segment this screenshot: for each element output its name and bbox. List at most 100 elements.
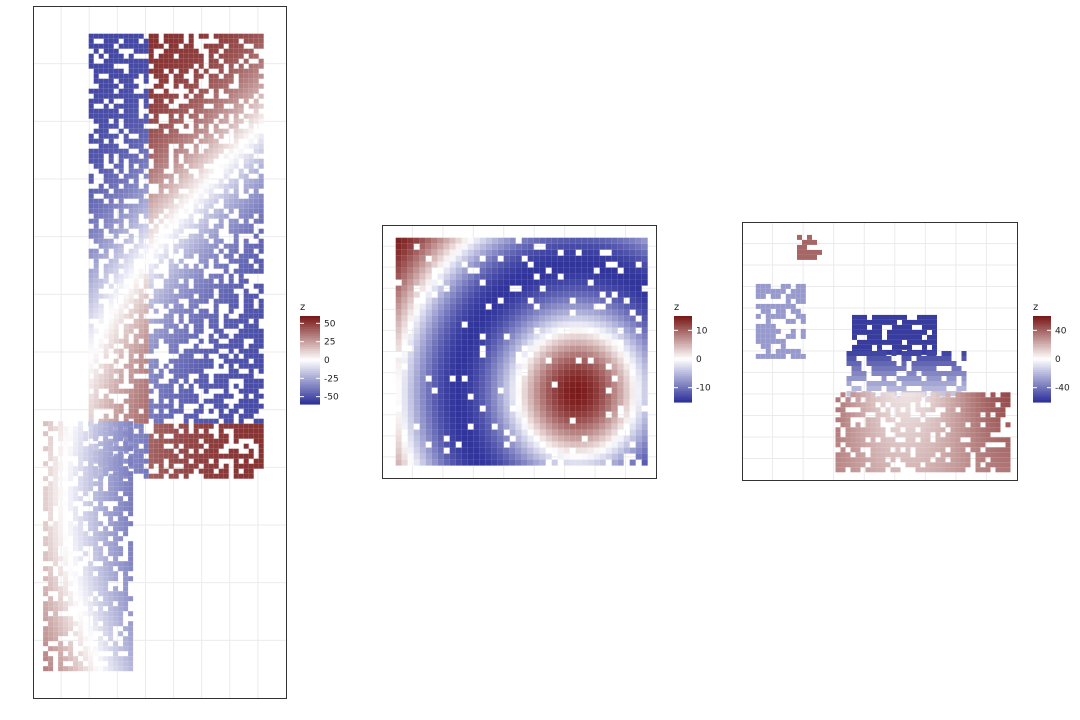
heat-tile [401,333,408,340]
legend-colorbar-segment [674,386,692,390]
heat-tile [413,411,420,418]
heat-tile [243,113,249,119]
heat-tile [581,417,588,424]
heat-tile [233,338,239,344]
heat-tile [840,462,846,468]
heat-tile [641,339,648,346]
heat-tile [128,63,134,69]
heat-tile [557,453,564,460]
heat-tile [539,351,546,358]
heat-tile [850,467,856,473]
heat-tile [238,83,244,89]
heat-tile [497,459,504,466]
heat-tile [198,248,204,254]
heat-tile [533,447,540,454]
heat-tile [575,237,582,244]
heat-tile [575,285,582,292]
heat-tile [461,333,468,340]
heat-tile [852,314,857,320]
heat-tile [533,261,540,268]
heat-tile [218,83,224,89]
heat-tile [43,491,49,497]
heat-tile [449,429,456,436]
heat-tile [870,432,876,438]
heat-tile [587,255,594,262]
heat-tile [401,291,408,298]
heat-tile [88,656,94,662]
heat-tile [455,261,462,268]
heat-tile [208,143,214,149]
heat-tile [449,291,456,298]
heat-tile [128,118,134,124]
heat-tile [575,243,582,250]
heat-tile [880,457,886,463]
heat-tile [539,315,546,322]
heat-tile [629,303,636,310]
heat-tile [88,541,94,547]
heat-tile [551,351,558,358]
heat-tile [905,427,911,433]
heat-tile [521,453,528,460]
heat-tile [128,128,134,134]
heat-tile [461,351,468,358]
heat-tile [485,453,492,460]
heat-tile [617,357,624,364]
heat-tile [58,526,64,532]
heat-tile [118,148,124,154]
heat-tile [755,293,761,299]
heat-tile [128,153,134,159]
heat-tile [108,113,114,119]
heat-tile [128,73,134,79]
heat-tile [248,228,254,234]
heat-tile [248,113,254,119]
heat-tile [258,268,264,274]
legend-colorbar-segment [300,335,320,339]
heat-tile [88,63,94,69]
heat-tile [213,228,219,234]
heat-tile [569,327,576,334]
heat-tile [133,433,139,439]
heat-tile [443,429,450,436]
heat-tile [108,363,114,369]
heat-tile [941,351,947,356]
heat-tile [533,453,540,460]
heat-tile [437,309,444,316]
heat-tile [623,417,630,424]
heat-tile [133,418,139,424]
heat-tile [921,366,927,371]
heat-tile [238,108,244,114]
heat-tile [118,153,124,159]
heat-tile [533,321,540,328]
heat-tile [198,288,204,294]
heat-tile [168,423,174,429]
heat-tile [173,228,179,234]
heat-tile [641,261,648,268]
heat-tile [93,451,99,457]
heat-tile [133,408,139,414]
heat-tile [213,323,219,329]
heat-tile [83,651,89,657]
heat-tile [233,178,239,184]
heat-tile [551,363,558,370]
heat-tile [193,133,199,139]
heat-tile [780,348,786,354]
heat-tile [188,88,194,94]
heat-tile [845,397,851,403]
heat-tile [78,631,84,637]
heat-tile [193,208,199,214]
heat-tile [437,315,444,322]
heat-tile [593,429,600,436]
heat-tile [63,476,69,482]
heat-tile [153,223,159,229]
heat-tile [93,393,99,399]
heat-tile [437,291,444,298]
heat-tile [575,255,582,262]
heat-tile [213,258,219,264]
heat-tile [509,321,516,328]
heat-tile [395,237,402,244]
heat-tile [455,327,462,334]
heat-tile [927,314,932,320]
heat-tile [248,413,254,419]
heat-tile [148,203,154,209]
heat-tile [770,323,776,329]
